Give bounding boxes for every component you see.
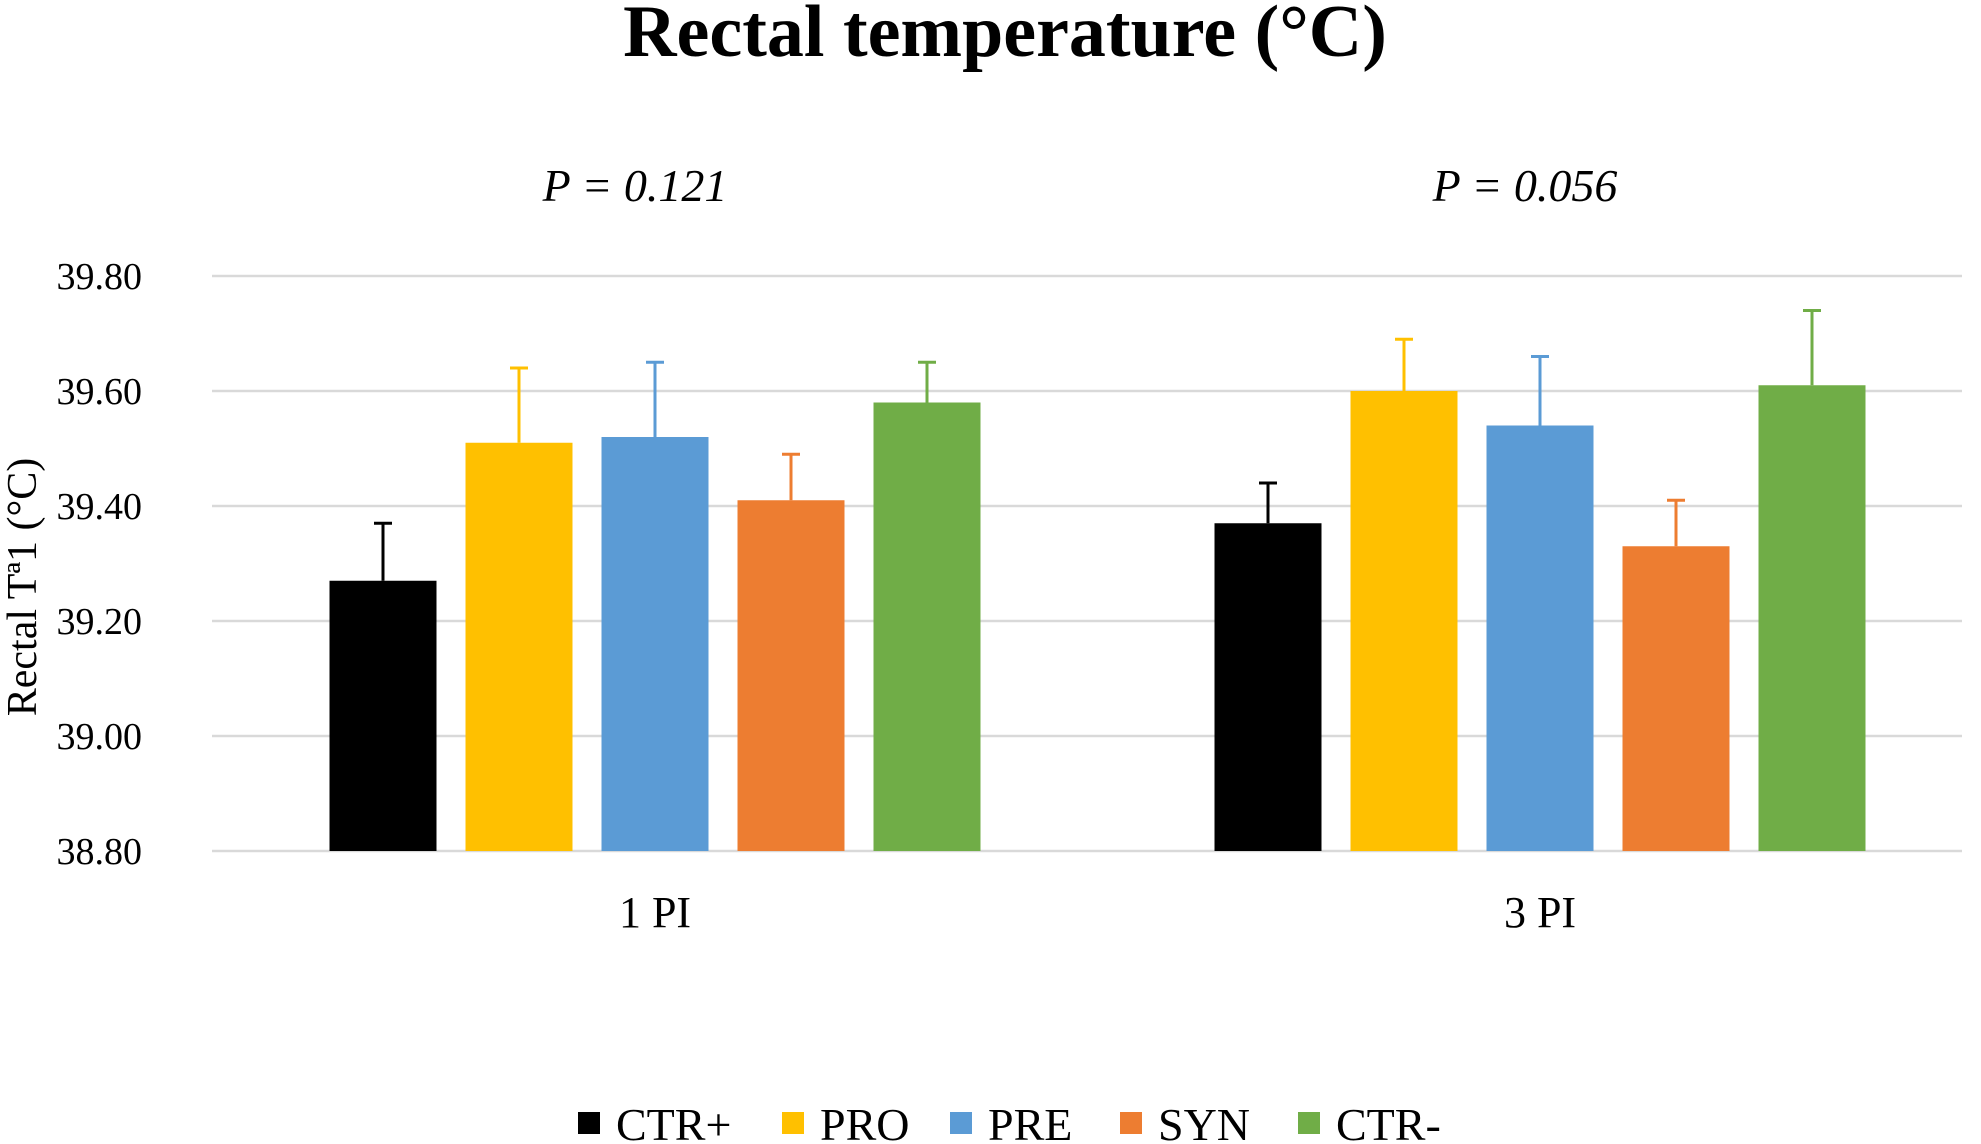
bar-PRO-3-PI [1350,391,1458,851]
y-tick-label: 39.40 [57,486,143,528]
chart-title: Rectal temperature (°C) [623,0,1387,73]
error-bar [646,360,664,437]
bar-CTR+-1-PI [329,580,437,851]
bar-SYN-1-PI [737,500,845,851]
y-tick-label: 39.60 [57,371,143,413]
legend-swatch [1120,1112,1142,1134]
bar-PRE-1-PI [601,437,709,851]
bar-CTR--3-PI [1758,385,1866,851]
error-bar [374,521,392,581]
bars [329,385,1866,851]
legend-item-PRO: PRO [782,1099,909,1144]
error-bar [1395,337,1413,391]
legend: CTR+ PRO PRE SYN CTR- [578,1099,1441,1144]
legend-swatch [578,1112,600,1134]
x-category-label: 1 PI [619,888,691,937]
legend-item-SYN: SYN [1120,1099,1250,1144]
legend-swatch [782,1112,804,1134]
y-tick-label: 39.80 [57,256,143,298]
legend-label: SYN [1158,1099,1250,1144]
legend-label: PRO [820,1099,909,1144]
p-value-annotation: P = 0.056 [1432,160,1618,211]
bar-CTR+-3-PI [1214,523,1322,851]
bar-PRO-1-PI [465,442,573,851]
legend-label: PRE [988,1099,1072,1144]
error-bar [1667,498,1685,547]
legend-item-PRE: PRE [950,1099,1072,1144]
y-axis-label: Rectal Tª1 (°C) [0,458,46,717]
p-value-annotation: P = 0.121 [542,160,728,211]
y-tick-label: 39.00 [57,716,143,758]
y-tick-labels: 38.80 39.00 39.20 39.40 39.60 39.80 [57,256,143,873]
error-bar [918,360,936,403]
legend-label: CTR+ [616,1099,731,1144]
error-bar [782,452,800,501]
legend-swatch [1298,1112,1320,1134]
y-tick-label: 39.20 [57,601,143,643]
error-bar [510,366,528,443]
legend-item-CTR-: CTR- [1298,1099,1441,1144]
p-value-annotations: P = 0.121 P = 0.056 [542,160,1618,211]
bar-CTR--1-PI [873,402,981,851]
x-category-labels: 1 PI 3 PI [619,888,1576,937]
y-tick-label: 38.80 [57,831,143,873]
error-bar [1531,355,1549,426]
legend-swatch [950,1112,972,1134]
error-bar [1803,309,1821,386]
bar-SYN-3-PI [1622,546,1730,851]
error-bars [374,309,1821,581]
bar-PRE-3-PI [1486,425,1594,851]
error-bar [1259,481,1277,524]
legend-item-CTR+: CTR+ [578,1099,731,1144]
legend-label: CTR- [1336,1099,1441,1144]
x-category-label: 3 PI [1504,888,1576,937]
